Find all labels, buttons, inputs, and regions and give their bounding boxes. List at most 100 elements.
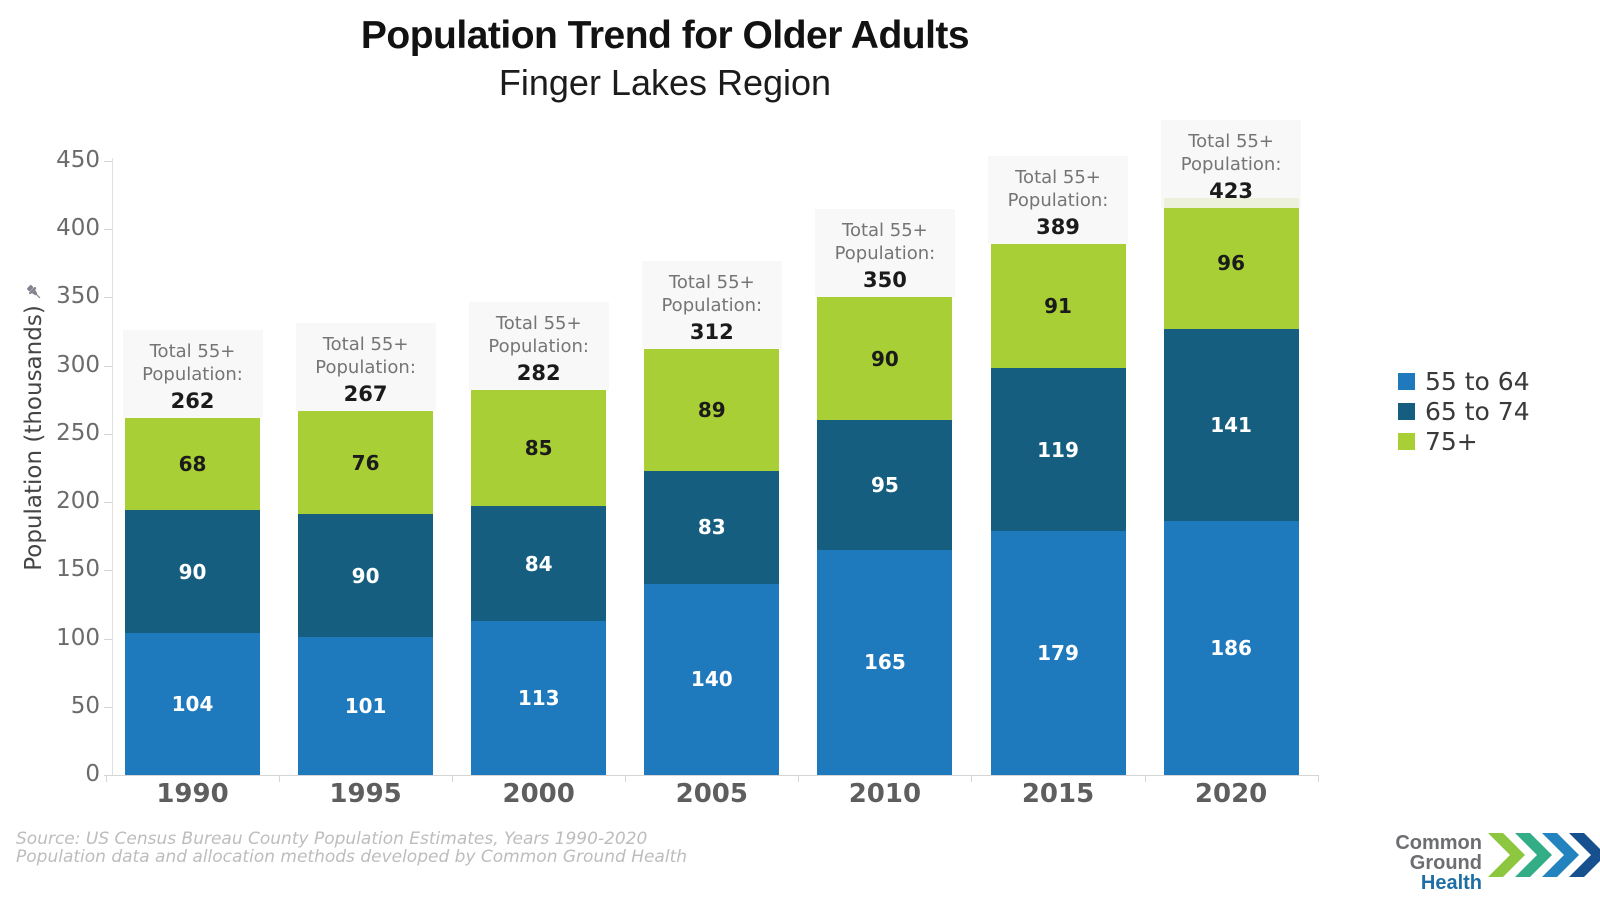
bar-value-label: 119 (1037, 437, 1079, 462)
bar-segment-2005-75+[interactable] (644, 349, 780, 471)
total-annotation-1990: Total 55+ Population: 262 (122, 329, 263, 418)
legend-item-75+[interactable]: 75+ (1398, 426, 1530, 456)
bar-segment-1995-65-to-74[interactable] (298, 514, 434, 638)
bar-value-label: 95 (870, 473, 899, 498)
logo-chevron-3 (1542, 833, 1579, 877)
y-tick-label: 200 (56, 488, 100, 515)
annotation-total-value: 262 (170, 388, 215, 413)
annotation-total-value: 312 (689, 320, 734, 345)
bar-segment-2010-75+[interactable] (817, 297, 953, 421)
bar-segment-2000-75+[interactable] (471, 390, 607, 507)
annotation-total-value: 267 (343, 381, 388, 406)
y-tick-label: 450 (56, 147, 100, 173)
y-tick-mark (104, 706, 112, 708)
y-tick-label: 300 (56, 351, 100, 378)
bar-segment-2005-65-to-74[interactable] (644, 470, 780, 584)
annotation-line1: Total 55+ (668, 272, 755, 294)
legend-item-65-to-74[interactable]: 65 to 74 (1398, 396, 1530, 426)
bar-segment-2015-55-to-64[interactable] (990, 530, 1126, 775)
bar-value-label: 186 (1210, 636, 1252, 661)
bar-value-label: 84 (524, 551, 553, 576)
chart-title: Population Trend for Older Adults (360, 14, 970, 57)
total-annotation-2010: Total 55+ Population: 350 (814, 209, 955, 298)
bar-segment-2015-65-to-74[interactable] (990, 368, 1126, 531)
bar-segment-1995-75+[interactable] (298, 410, 434, 515)
x-tick-mark (452, 775, 454, 782)
logo-text-health: Health (1420, 872, 1482, 894)
x-tick-mark (105, 775, 107, 782)
bar-value-label: 165 (864, 650, 906, 675)
y-tick-mark (104, 229, 112, 231)
y-axis-line (112, 158, 113, 775)
bar-value-label: 68 (178, 451, 207, 476)
legend-swatch-icon (1398, 372, 1415, 390)
annotation-total-value: 350 (862, 268, 907, 293)
bar-segment-1990-75+[interactable] (125, 417, 260, 511)
logo-chevron-2 (1515, 833, 1552, 877)
bar-segment-2010-55-to-64[interactable] (817, 549, 953, 775)
bar-value-label: 101 (344, 694, 387, 719)
x-tick-label-2005: 2005 (675, 779, 748, 809)
annotation-line2: Population: (1007, 190, 1109, 212)
y-tick-label: 150 (56, 556, 100, 583)
logo-chevrons-icon (1488, 833, 1600, 877)
bar-segment-2015-75+[interactable] (990, 244, 1126, 369)
bar-value-label: 179 (1037, 640, 1079, 665)
total-annotation-1995: Total 55+ Population: 267 (295, 322, 436, 411)
legend: 55 to 64 65 to 74 75+ (1398, 366, 1530, 456)
annotation-line2: Population: (1180, 154, 1282, 175)
annotation-total-value: 423 (1209, 179, 1254, 203)
x-axis-line (112, 775, 1318, 776)
y-tick-mark (104, 570, 112, 572)
annotation-line2: Population: (315, 356, 416, 378)
bar-value-label: 113 (517, 685, 560, 710)
x-tick-label-1990: 1990 (156, 779, 229, 809)
bar-segment-2005-55-to-64[interactable] (644, 583, 780, 775)
total-annotation-2000: Total 55+ Population: 282 (468, 302, 609, 391)
bar-segment-2000-55-to-64[interactable] (471, 620, 607, 775)
y-tick-mark (104, 297, 112, 299)
x-tick-mark (1144, 775, 1146, 782)
pushpin-icon[interactable] (24, 282, 44, 306)
legend-item-55-to-64[interactable]: 55 to 64 (1398, 366, 1530, 396)
common-ground-health-logo: Common Ground Health (1322, 831, 1600, 893)
x-tick-mark (798, 775, 800, 782)
annotation-line2: Population: (661, 295, 763, 317)
y-tick-label: 0 (85, 761, 100, 787)
bar-value-label: 90 (351, 563, 380, 588)
bar-segment-2020-65-to-74[interactable] (1163, 328, 1299, 522)
bar-value-label: 90 (870, 346, 899, 371)
bar-value-label: 96 (1217, 251, 1246, 276)
bar-segment-2020-75+[interactable] (1163, 197, 1299, 329)
legend-label: 55 to 64 (1425, 366, 1530, 396)
bar-segment-2010-65-to-74[interactable] (817, 420, 953, 550)
source-note-line2: Population data and allocation methods d… (16, 847, 688, 867)
chart-header: Population Trend for Older Adults Finger… (0, 14, 1330, 104)
bar-value-label: 89 (697, 397, 726, 422)
legend-label: 75+ (1425, 426, 1478, 456)
annotation-line1: Total 55+ (495, 313, 582, 335)
annotation-total-value: 282 (516, 361, 561, 386)
legend-swatch-icon (1398, 402, 1415, 420)
x-tick-mark (971, 775, 973, 782)
bar-segment-2000-65-to-74[interactable] (471, 506, 607, 621)
bar-segment-2020-55-to-64[interactable] (1163, 521, 1299, 775)
bar-segment-1990-55-to-64[interactable] (125, 633, 260, 775)
x-tick-label-2010: 2010 (848, 779, 922, 809)
bar-value-label: 141 (1210, 413, 1252, 437)
x-tick-label-1995: 1995 (329, 779, 402, 809)
annotation-line1: Total 55+ (322, 333, 409, 355)
source-note-line1: Source: US Census Bureau County Populati… (16, 829, 648, 849)
bar-segment-1990-65-to-74[interactable] (125, 510, 260, 634)
y-tick-label: 50 (70, 692, 100, 719)
x-tick-label-2000: 2000 (502, 779, 575, 809)
annotation-line2: Population: (834, 243, 936, 265)
x-tick-mark (279, 775, 281, 782)
total-annotation-2005: Total 55+ Population: 312 (641, 261, 782, 350)
logo-text-common-ground: Common Ground (1395, 832, 1482, 874)
total-annotation-2015: Total 55+ Population: 389 (988, 156, 1128, 245)
annotation-line2: Population: (142, 363, 243, 385)
bar-segment-1995-55-to-64[interactable] (298, 637, 434, 775)
bar-value-label: 104 (171, 692, 214, 717)
